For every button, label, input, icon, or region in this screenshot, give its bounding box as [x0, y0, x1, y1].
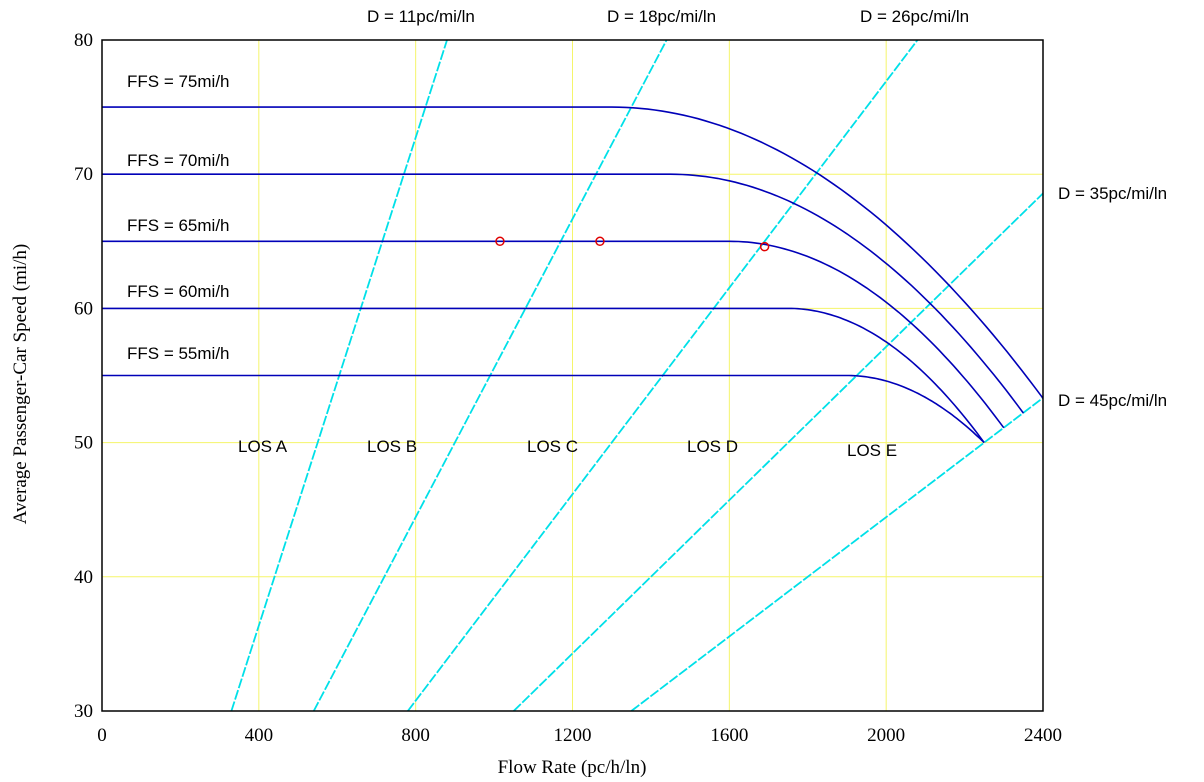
- los-label-c: LOS C: [527, 437, 578, 456]
- x-tick-label: 2000: [867, 725, 905, 746]
- density-line: [630, 396, 1043, 711]
- los-label-b: LOS B: [367, 437, 417, 456]
- los-label-e: LOS E: [847, 441, 897, 460]
- curve-label-ffs60: FFS = 60mi/h: [127, 282, 230, 301]
- density-line: [513, 192, 1043, 711]
- y-tick-label: 30: [74, 701, 93, 722]
- speed-flow-curves: [102, 106, 1043, 444]
- los-label-a: LOS A: [238, 437, 288, 456]
- los-label-d: LOS D: [687, 437, 738, 456]
- speed-flow-curve: [102, 307, 985, 444]
- curve-label-ffs55: FFS = 55mi/h: [127, 344, 230, 363]
- curve-label-ffs75: FFS = 75mi/h: [127, 72, 230, 91]
- density-label-35: D = 35pc/mi/ln: [1058, 184, 1167, 203]
- x-tick-label: 800: [401, 725, 430, 746]
- data-point: [495, 236, 505, 247]
- speed-flow-curve: [102, 374, 985, 444]
- curve-label-ffs65: FFS = 65mi/h: [127, 216, 230, 235]
- data-point: [759, 241, 770, 252]
- x-tick-label: 400: [245, 725, 274, 746]
- x-tick-label: 1200: [554, 725, 592, 746]
- y-tick-label: 70: [74, 164, 93, 185]
- density-label-26: D = 26pc/mi/ln: [860, 7, 969, 26]
- speed-flow-curve: [102, 240, 1005, 429]
- x-axis-title: Flow Rate (pc/h/ln): [498, 757, 647, 778]
- speed-flow-curve: [102, 173, 1025, 414]
- axis-ticks: 0 400 800 1200 1600 2000 2400 30 40 50 60 70 80: [74, 30, 1062, 746]
- density-label-11: D = 11pc/mi/ln: [367, 7, 475, 26]
- data-points: [495, 236, 770, 252]
- speed-flow-curve: [102, 106, 1043, 399]
- x-tick-label: 1600: [710, 725, 748, 746]
- x-tick-label: 0: [97, 725, 107, 746]
- y-axis-title: Average Passenger-Car Speed (mi/h): [10, 244, 31, 524]
- density-label-18: D = 18pc/mi/ln: [607, 7, 716, 26]
- y-tick-label: 60: [74, 298, 93, 319]
- plot-frame: [101, 39, 1044, 712]
- x-tick-label: 2400: [1024, 725, 1062, 746]
- data-point: [595, 236, 605, 247]
- y-tick-label: 40: [74, 567, 93, 588]
- density-label-45: D = 45pc/mi/ln: [1058, 391, 1167, 410]
- curve-label-ffs70: FFS = 70mi/h: [127, 151, 230, 170]
- y-tick-label: 80: [74, 30, 93, 51]
- y-tick-label: 50: [74, 433, 93, 454]
